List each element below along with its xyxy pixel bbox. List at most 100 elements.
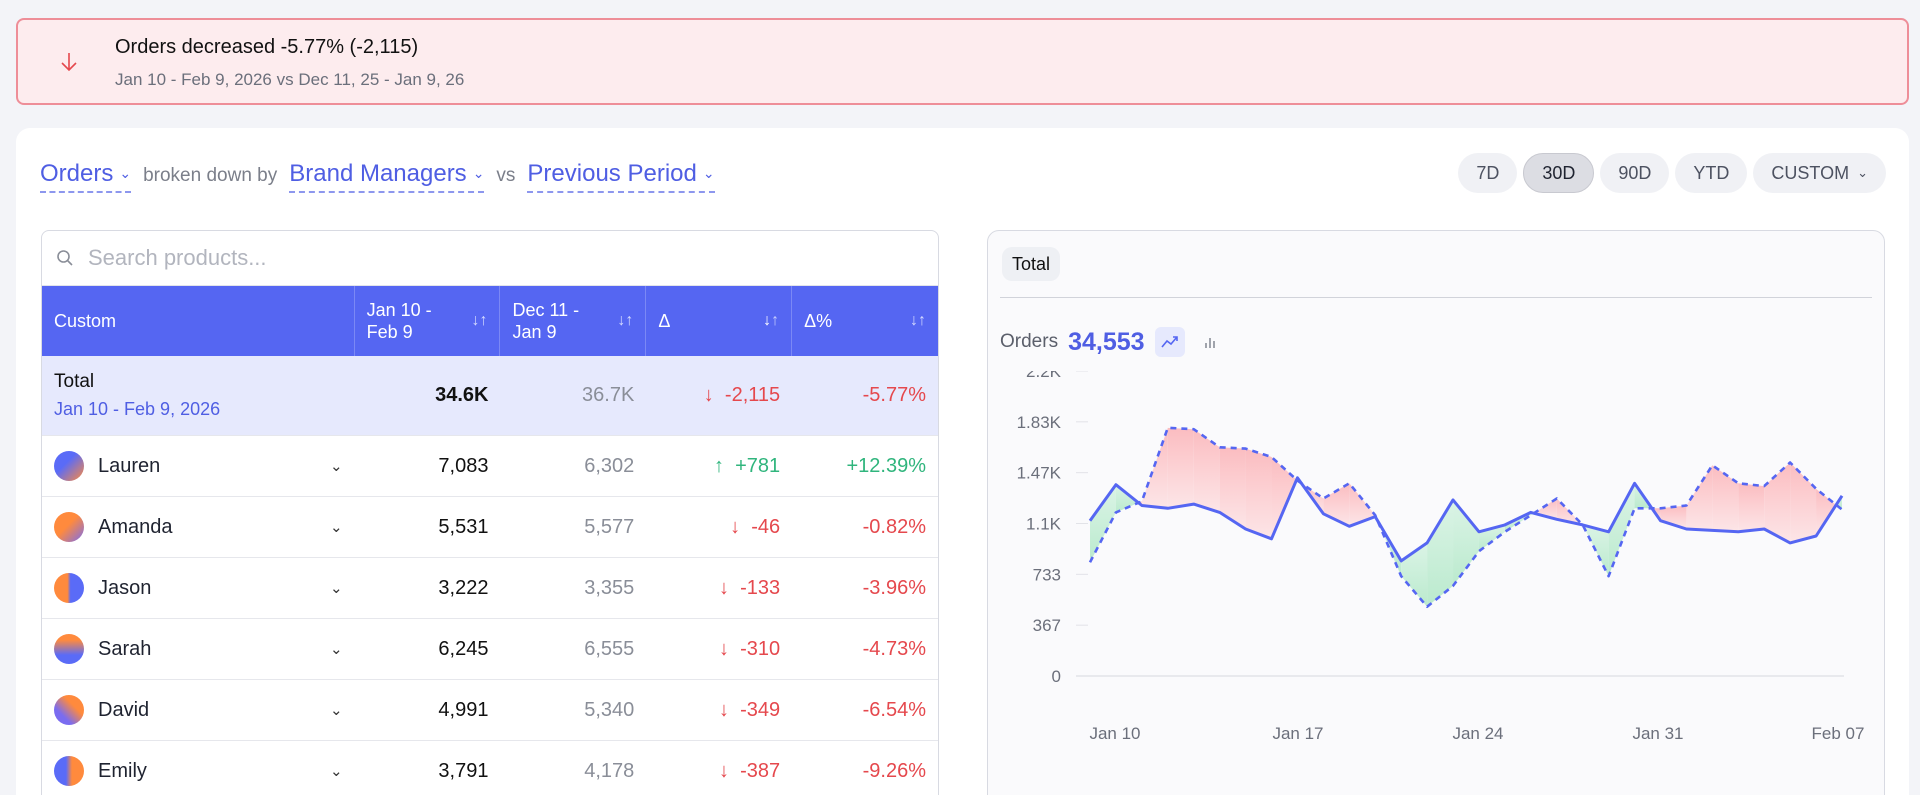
column-header-previous[interactable]: Dec 11 - Jan 9 ↓↑ xyxy=(500,286,647,356)
metric-selector[interactable]: Orders ⌄ xyxy=(40,159,132,193)
arrow-down-icon: ↓ xyxy=(719,698,729,721)
line-chart-icon[interactable] xyxy=(1154,327,1185,357)
column-header-label: Jan 10 - Feb 9 xyxy=(366,300,432,342)
chevron-down-icon[interactable]: ⌄ xyxy=(330,519,343,536)
row-current: 4,991 xyxy=(438,698,489,721)
row-delta: ↓ -133 xyxy=(646,577,792,600)
row-delta-pct: -6.54% xyxy=(862,698,926,721)
chevron-down-icon[interactable]: ⌄ xyxy=(330,702,343,719)
row-name: Jason xyxy=(98,576,152,599)
x-tick-label: Jan 10 xyxy=(1089,724,1140,743)
row-name: Sarah xyxy=(98,637,152,660)
search-icon xyxy=(56,249,74,267)
decrease-area xyxy=(1271,456,1297,539)
row-delta-value: -46 xyxy=(751,515,781,538)
vs-text: vs xyxy=(496,165,516,186)
total-label: Total xyxy=(54,371,95,392)
row-name: Amanda xyxy=(98,515,173,538)
sort-icon[interactable]: ↓↑ xyxy=(910,312,926,329)
row-name-cell: Emily ⌄ xyxy=(42,756,355,786)
range-7d-button[interactable]: 7D xyxy=(1458,153,1518,193)
current-period-line xyxy=(1088,476,1844,563)
x-tick-label: Jan 24 xyxy=(1452,724,1503,743)
sort-icon[interactable]: ↓↑ xyxy=(471,312,488,329)
decrease-area xyxy=(1712,465,1739,532)
total-delta: ↓ -2,115 xyxy=(646,384,792,407)
y-tick-label: 1.1K xyxy=(1026,515,1062,534)
row-name-cell: Amanda ⌄ xyxy=(42,512,355,542)
row-name: Emily xyxy=(98,759,147,782)
chevron-down-icon[interactable]: ⌄ xyxy=(330,458,343,475)
row-name-cell: Lauren ⌄ xyxy=(42,451,355,481)
date-range-buttons: 7D 30D 90D YTD CUSTOM ⌄ xyxy=(1458,153,1886,193)
bar-chart-icon[interactable] xyxy=(1195,327,1225,357)
arrow-up-icon: ↑ xyxy=(713,454,724,477)
tab-total[interactable]: Total xyxy=(1002,247,1061,281)
row-delta-pct: -4.73% xyxy=(862,637,926,660)
sort-desc-icon[interactable]: ↓↑ xyxy=(763,312,780,329)
row-current: 3,791 xyxy=(438,759,489,782)
row-previous: 6,302 xyxy=(584,454,635,477)
chevron-down-icon: ⌄ xyxy=(472,165,485,181)
range-ytd-button[interactable]: YTD xyxy=(1675,153,1748,193)
metric-summary: Orders 34,553 xyxy=(1000,327,1225,357)
table-row[interactable]: Amanda ⌄ 5,531 5,577 ↓ -46 -0.82% xyxy=(42,497,938,558)
decrease-area xyxy=(1141,427,1168,509)
row-delta-pct: -0.82% xyxy=(862,515,926,538)
decrease-area xyxy=(1790,462,1817,543)
chart-panel: Total Orders 34,553 2.2K 1.83K 1.47K 1.1K 73… xyxy=(987,230,1885,795)
increase-area xyxy=(1090,484,1116,563)
alert-subtitle: Jan 10 - Feb 9, 2026 vs Dec 11, 25 - Jan… xyxy=(115,70,465,89)
row-delta-pct: +12.39% xyxy=(846,454,926,477)
chevron-down-icon[interactable]: ⌄ xyxy=(330,580,343,597)
row-name-cell: David ⌄ xyxy=(42,695,355,725)
row-previous: 3,355 xyxy=(584,576,635,599)
decrease-area xyxy=(1738,483,1765,532)
table-row[interactable]: David ⌄ 4,991 5,340 ↓ -349 -6.54% xyxy=(42,680,938,741)
total-delta-value: -2,115 xyxy=(724,384,781,406)
metric-selector-label: Orders xyxy=(40,159,114,187)
row-previous: 6,555 xyxy=(584,637,635,660)
breakdown-table: Custom Jan 10 - Feb 9 ↓↑ Dec 11 - Jan 9 … xyxy=(41,230,939,795)
comparison-selector[interactable]: Previous Period ⌄ xyxy=(527,160,715,193)
chevron-down-icon[interactable]: ⌄ xyxy=(330,763,343,780)
y-tick-label: 0 xyxy=(1052,667,1061,686)
y-tick-label: 2.2K xyxy=(1026,371,1062,381)
table-row[interactable]: Jason ⌄ 3,222 3,355 ↓ -133 -3.96% xyxy=(42,558,938,619)
column-header-current[interactable]: Jan 10 - Feb 9 ↓↑ xyxy=(355,286,501,356)
range-30d-button[interactable]: 30D xyxy=(1523,153,1595,193)
y-tick-label: 1.47K xyxy=(1017,464,1062,483)
range-custom-button[interactable]: CUSTOM ⌄ xyxy=(1753,153,1886,193)
column-header-delta[interactable]: Δ ↓↑ xyxy=(646,286,793,356)
search-input[interactable] xyxy=(88,245,788,271)
avatar xyxy=(54,695,84,725)
table-row[interactable]: Lauren ⌄ 7,083 6,302 ↑ +781 +12.39% xyxy=(42,436,938,497)
chevron-down-icon: ⌄ xyxy=(702,165,715,181)
row-previous: 5,340 xyxy=(584,698,635,721)
row-delta-pct: -3.96% xyxy=(862,576,926,599)
avatar xyxy=(54,573,84,603)
x-tick-label: Jan 31 xyxy=(1632,724,1683,743)
range-90d-button[interactable]: 90D xyxy=(1600,153,1670,193)
column-header-label: Δ xyxy=(658,311,671,331)
alert-banner: Orders decreased -5.77% (-2,115) Jan 10 … xyxy=(16,18,1909,105)
increase-area xyxy=(1634,483,1652,509)
total-current: 34.6K xyxy=(435,384,489,406)
row-current: 5,531 xyxy=(438,515,489,538)
table-row[interactable]: Emily ⌄ 3,791 4,178 ↓ -387 -9.26% xyxy=(42,741,938,795)
column-header-delta-pct[interactable]: Δ% ↓↑ xyxy=(792,286,938,356)
alert-title: Orders decreased -5.77% (-2,115) xyxy=(115,36,419,58)
previous-period-line xyxy=(1088,426,1843,608)
sort-icon[interactable]: ↓↑ xyxy=(617,312,634,329)
row-delta: ↓ -310 xyxy=(646,638,792,661)
table-row[interactable]: Sarah ⌄ 6,245 6,555 ↓ -310 -4.73% xyxy=(42,619,938,680)
increase-area xyxy=(1401,542,1428,607)
column-header-custom[interactable]: Custom xyxy=(42,286,355,356)
row-delta-value: -387 xyxy=(740,759,781,782)
dimension-selector[interactable]: Brand Managers ⌄ xyxy=(289,160,485,193)
chevron-down-icon[interactable]: ⌄ xyxy=(330,641,343,658)
decrease-area xyxy=(1764,462,1791,543)
total-previous: 36.7K xyxy=(582,384,635,406)
increase-area xyxy=(1115,484,1139,513)
total-delta-pct: -5.77% xyxy=(862,384,926,406)
